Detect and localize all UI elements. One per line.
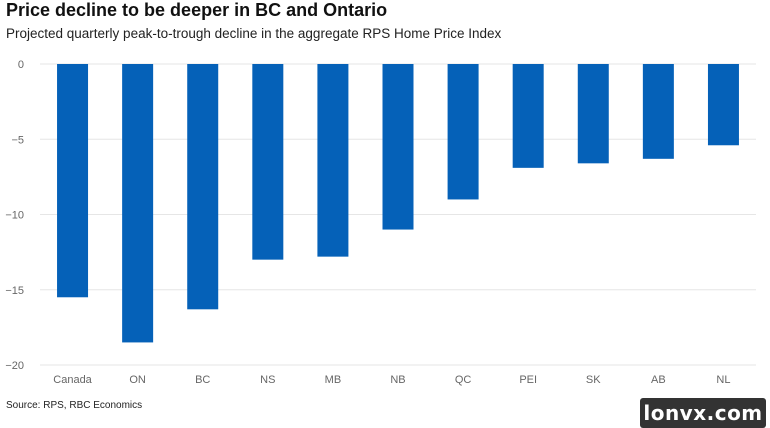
- x-tick-label: Canada: [53, 374, 92, 386]
- x-tick-label: NL: [716, 374, 730, 386]
- bar-sk: [577, 64, 609, 164]
- x-tick-label: PEI: [519, 374, 537, 386]
- y-tick-label: −15: [5, 285, 24, 297]
- x-tick-label: AB: [651, 374, 666, 386]
- x-tick-label: ON: [129, 374, 146, 386]
- source-note: Source: RPS, RBC Economics: [6, 400, 143, 411]
- y-tick-label: −10: [5, 210, 24, 222]
- bar-nb: [382, 64, 414, 230]
- bar-qc: [447, 64, 479, 200]
- chart-subtitle: Projected quarterly peak-to-trough decli…: [6, 26, 502, 41]
- chart-title: Price decline to be deeper in BC and Ont…: [6, 0, 388, 20]
- watermark-logo: lonvx.com: [640, 398, 766, 428]
- x-tick-label: MB: [325, 374, 342, 386]
- bar-mb: [317, 64, 349, 257]
- x-tick-label: BC: [195, 374, 210, 386]
- bar-on: [122, 64, 154, 343]
- x-tick-label: NB: [390, 374, 405, 386]
- bar-pei: [512, 64, 544, 168]
- y-tick-label: 0: [18, 59, 24, 71]
- x-tick-label: QC: [455, 374, 472, 386]
- y-tick-label: −5: [11, 134, 24, 146]
- bar-ns: [252, 64, 284, 260]
- x-tick-label: SK: [586, 374, 601, 386]
- y-tick-label: −20: [5, 360, 24, 372]
- bar-canada: [57, 64, 89, 298]
- bar-bc: [187, 64, 219, 310]
- bar-ab: [642, 64, 674, 159]
- bar-nl: [707, 64, 739, 146]
- x-tick-label: NS: [260, 374, 275, 386]
